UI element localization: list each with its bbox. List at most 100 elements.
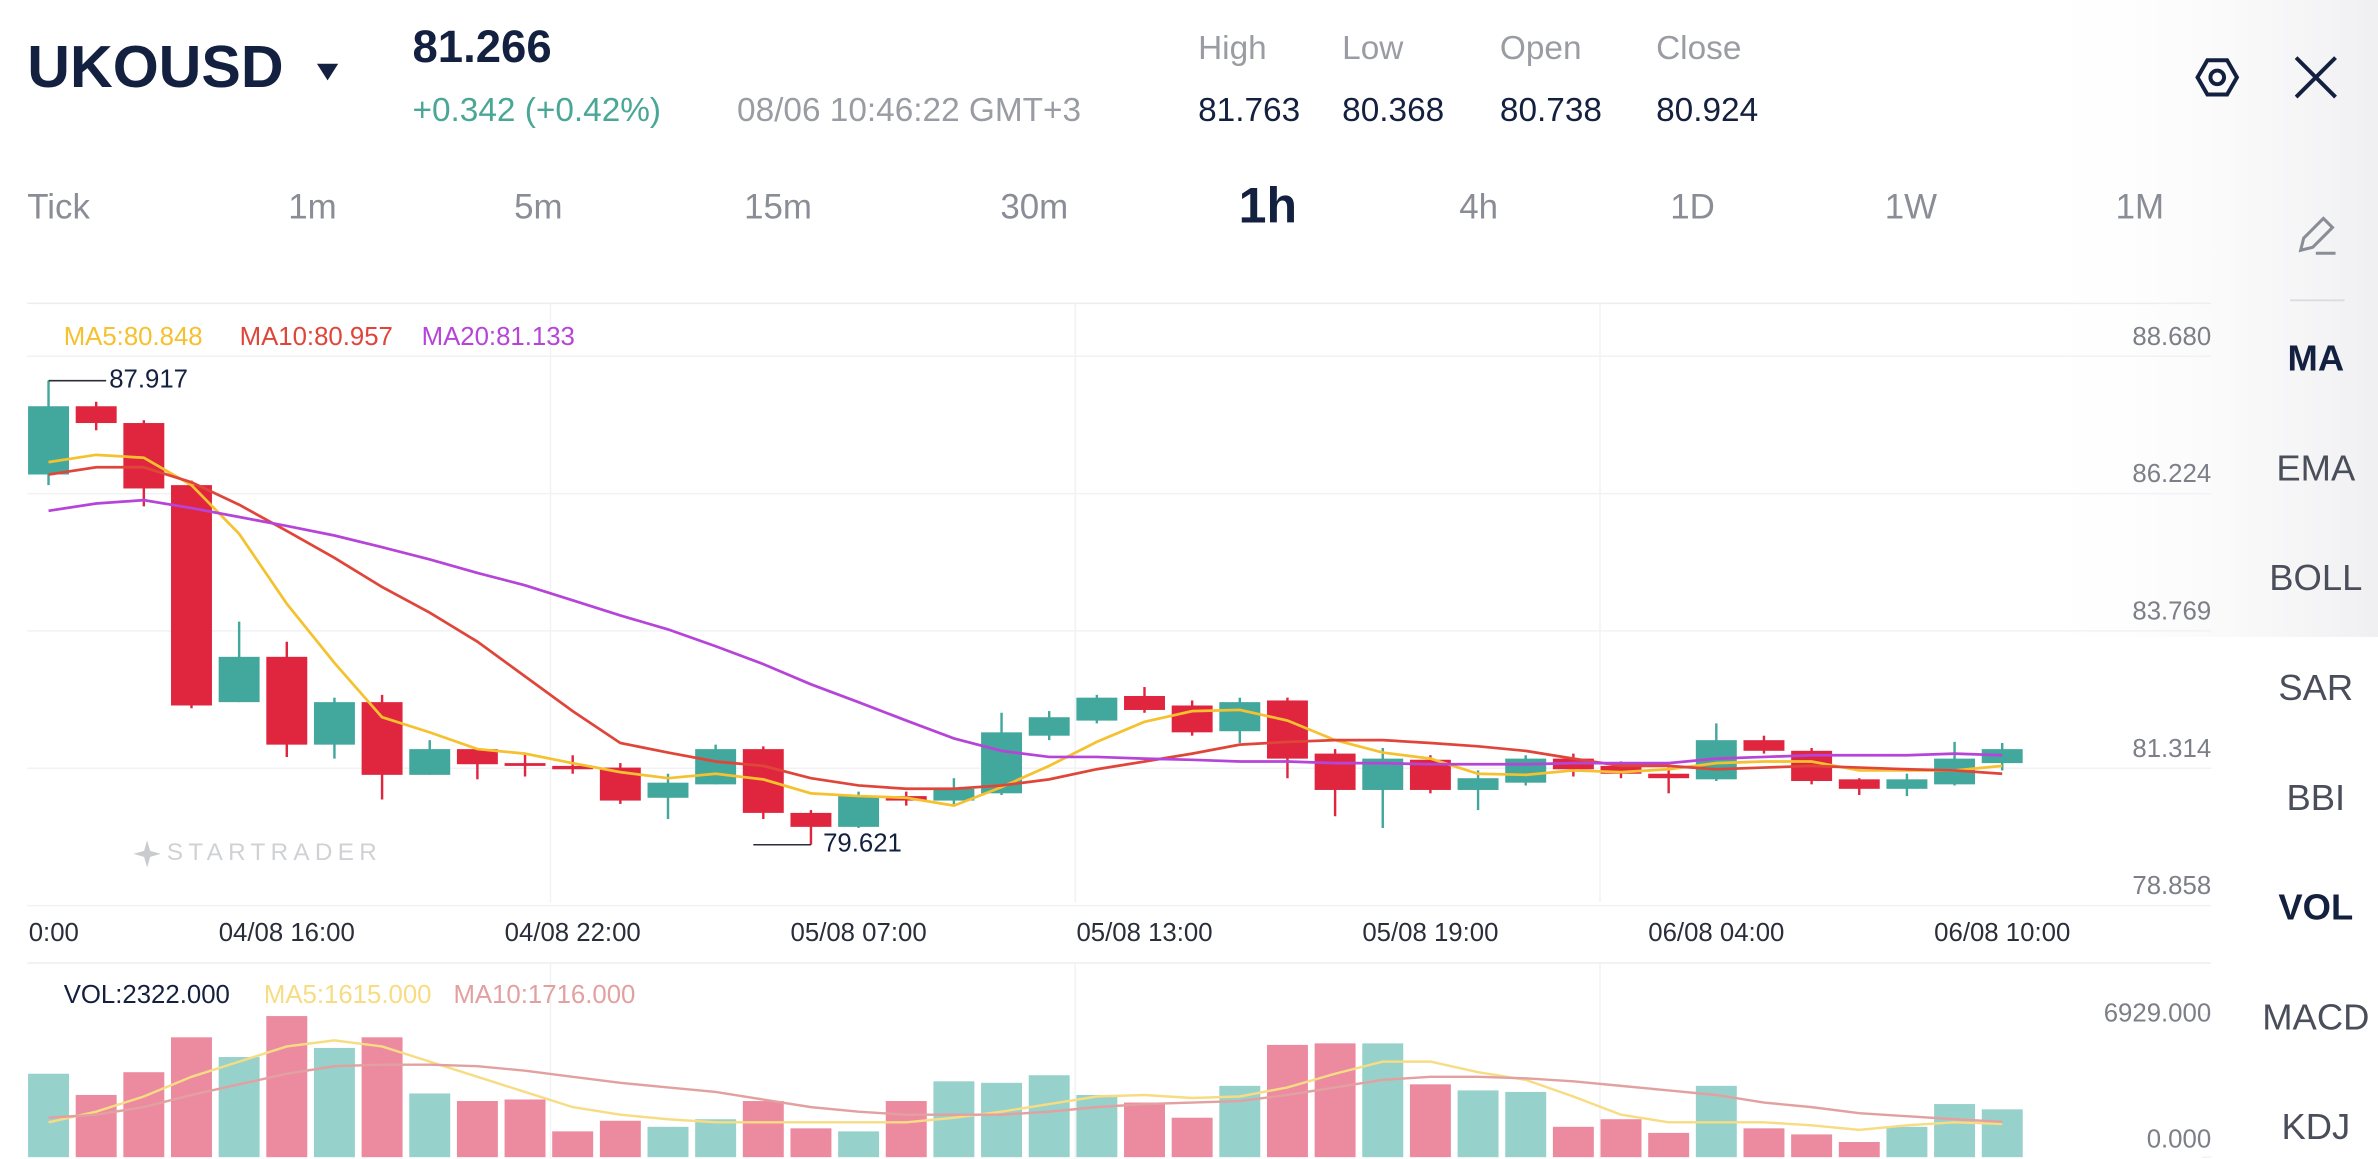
volume-bar xyxy=(1886,1126,1928,1158)
volume-bar xyxy=(266,1016,308,1158)
x-tick-label: 05/08 07:00 xyxy=(791,919,927,947)
candle-body xyxy=(838,796,880,827)
timeframe[interactable]: 15m xyxy=(744,188,812,227)
candle-body xyxy=(1266,700,1308,759)
legend-entry: MA5:1615.000 xyxy=(264,981,432,1009)
stat-label: Low xyxy=(1342,30,1404,67)
candle-body xyxy=(266,656,308,745)
volume-bar xyxy=(1409,1084,1451,1158)
volume-bar xyxy=(790,1128,832,1158)
symbol-dropdown[interactable] xyxy=(316,63,339,81)
legend-entry: MA10:1716.000 xyxy=(453,981,635,1009)
indicator[interactable]: VOL xyxy=(2278,887,2353,928)
candle-body xyxy=(313,702,355,745)
indicator[interactable]: BBI xyxy=(2286,777,2345,818)
volume-bar xyxy=(1457,1090,1499,1158)
timeframe[interactable]: 4h xyxy=(1459,188,1498,227)
x-tick-label: 06/08 10:00 xyxy=(1934,919,2070,947)
price-chart: 88.680 86.224 83.769 81.314 78.858 0:00 04/08 … xyxy=(27,323,2211,947)
stats: High 81.763 Low 80.368 Open 80.738 Close 80.924 xyxy=(1198,30,1758,129)
settings-icon[interactable] xyxy=(2195,58,2240,97)
volume-bar xyxy=(1266,1044,1308,1158)
y-tick-label: 86.224 xyxy=(2132,460,2211,488)
volume-bar xyxy=(1934,1104,1976,1158)
volume-bar xyxy=(695,1119,737,1158)
candle-body xyxy=(361,702,403,775)
volume-bar xyxy=(1648,1132,1690,1158)
timeframe[interactable]: 30m xyxy=(1000,188,1068,227)
candle-body xyxy=(1886,779,1928,789)
legend-entry: MA5:80.848 xyxy=(64,323,203,351)
indicator[interactable]: BOLL xyxy=(2269,557,2362,598)
volume-bar xyxy=(75,1094,117,1158)
price: 81.266 xyxy=(413,21,552,72)
candle-body xyxy=(504,763,546,766)
x-tick-label: 06/08 04:00 xyxy=(1648,919,1784,947)
ma-line xyxy=(48,498,2003,766)
volume-title: VOL:2322.000 xyxy=(64,981,230,1009)
volume-bar xyxy=(742,1101,784,1158)
timeframe[interactable]: 1D xyxy=(1670,188,1715,227)
x-tick-label: 04/08 22:00 xyxy=(505,919,641,947)
timeframe[interactable]: 1W xyxy=(1885,188,1937,227)
ma-line xyxy=(48,465,2003,791)
watermark-text: STARTRADER xyxy=(167,839,382,866)
timeframe[interactable]: 1M xyxy=(2116,188,2164,227)
y-tick-label: 78.858 xyxy=(2132,872,2211,900)
symbol[interactable]: UKOUSD xyxy=(27,33,283,100)
close-stroke[interactable] xyxy=(2294,56,2337,99)
y-tick-label: 81.314 xyxy=(2132,735,2211,763)
hexagon[interactable] xyxy=(2195,58,2240,97)
timeframe[interactable]: 1m xyxy=(288,188,336,227)
watermark: STARTRADER xyxy=(133,839,382,868)
indicator[interactable]: EMA xyxy=(2276,447,2356,488)
legend-entry: MA10:80.957 xyxy=(240,323,393,351)
candle-body xyxy=(1457,778,1499,790)
ma-line xyxy=(48,1039,2003,1132)
timeframe[interactable]: Tick xyxy=(27,188,90,227)
indicator[interactable]: MA xyxy=(2288,338,2345,379)
volume-bar xyxy=(838,1131,880,1158)
volume-bar xyxy=(1076,1094,1118,1158)
timeframe[interactable]: 1h xyxy=(1239,178,1297,234)
x-tick-label: 05/08 13:00 xyxy=(1076,919,1212,947)
stat-value: 80.924 xyxy=(1656,92,1758,129)
draw-tool-icon[interactable] xyxy=(2298,216,2336,255)
timeframe[interactable]: 5m xyxy=(514,188,562,227)
volume-bar xyxy=(1838,1141,1880,1158)
volume-bar xyxy=(885,1101,927,1158)
stat-value: 81.763 xyxy=(1198,92,1300,129)
volume-bar xyxy=(409,1093,451,1158)
volume-bar xyxy=(218,1057,260,1158)
candle-body xyxy=(742,749,784,813)
hexagon-dot[interactable] xyxy=(2208,68,2227,87)
volume-bar xyxy=(123,1072,165,1158)
indicator[interactable]: KDJ xyxy=(2281,1106,2350,1147)
volume-bar xyxy=(1600,1119,1642,1158)
candle-body xyxy=(552,765,594,770)
indicator[interactable]: MACD xyxy=(2262,996,2369,1037)
indicator[interactable]: SAR xyxy=(2278,667,2353,708)
candle-body xyxy=(1743,740,1785,751)
candle-body xyxy=(1124,695,1165,710)
volume-bar xyxy=(981,1082,1023,1158)
candle-body xyxy=(1028,717,1070,736)
volume-bar xyxy=(28,1073,70,1158)
ma-line xyxy=(48,1063,2003,1124)
candle-body xyxy=(218,656,260,703)
close-icon[interactable] xyxy=(2294,56,2337,99)
pencil[interactable] xyxy=(2298,216,2335,253)
x-tick-label: 0:00 xyxy=(29,919,79,947)
min-label: 79.621 xyxy=(823,830,902,858)
volume-bar xyxy=(1028,1075,1070,1158)
candle-body xyxy=(933,788,975,801)
stat-label: Open xyxy=(1500,30,1582,67)
volume-bar xyxy=(313,1047,355,1158)
ma-line xyxy=(48,453,2003,808)
candle-body xyxy=(75,406,117,424)
stat-label: Close xyxy=(1656,30,1741,67)
candle-body xyxy=(1314,753,1356,790)
timestamp: 08/06 10:46:22 GMT+3 xyxy=(737,92,1081,129)
